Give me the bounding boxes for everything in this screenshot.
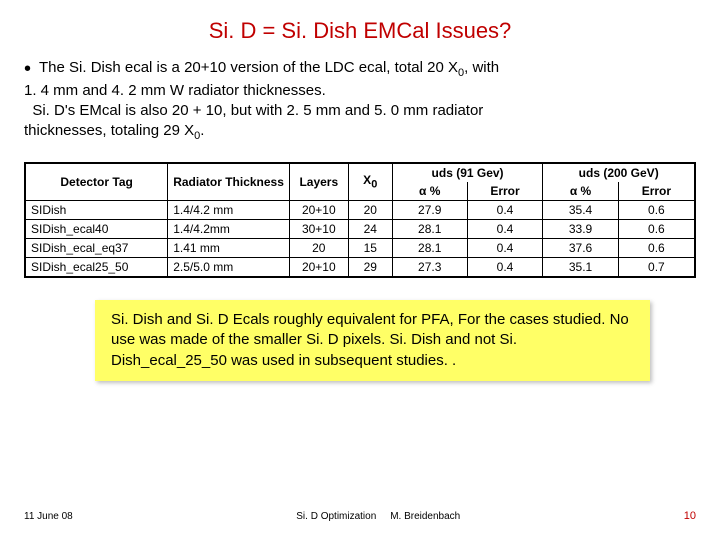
- body-line3: Si. D's EMcal is also 20 + 10, but with …: [24, 101, 696, 121]
- body-line4-suffix: .: [200, 122, 204, 139]
- table-cell: 35.1: [543, 258, 618, 277]
- data-table: Detector Tag Radiator Thickness Layers X…: [25, 163, 695, 277]
- table-cell: 0.4: [467, 201, 543, 220]
- body-line1: The Si. Dish ecal is a 20+10 version of …: [39, 58, 499, 81]
- table-cell: 0.4: [467, 239, 543, 258]
- th-layers: Layers: [289, 164, 348, 201]
- table-cell: 33.9: [543, 220, 618, 239]
- table-cell: 0.4: [467, 258, 543, 277]
- th-radiator: Radiator Thickness: [168, 164, 290, 201]
- footer-center-a: Si. D Optimization: [296, 511, 376, 522]
- table-cell: 28.1: [392, 239, 467, 258]
- table-cell: 27.9: [392, 201, 467, 220]
- body-text: • The Si. Dish ecal is a 20+10 version o…: [0, 58, 720, 144]
- table-cell: 15: [348, 239, 392, 258]
- footer-center-b: M. Breidenbach: [390, 511, 460, 522]
- table-cell: 20+10: [289, 258, 348, 277]
- table-cell: 2.5/5.0 mm: [168, 258, 290, 277]
- table-cell: 29: [348, 258, 392, 277]
- table-cell: 28.1: [392, 220, 467, 239]
- th-error1: Error: [467, 182, 543, 201]
- body-line2: 1. 4 mm and 4. 2 mm W radiator thickness…: [24, 81, 696, 101]
- table-cell: SIDish_ecal25_50: [26, 258, 168, 277]
- body-line1-suffix: , with: [464, 59, 499, 76]
- table-cell: 20: [348, 201, 392, 220]
- table-cell: 0.7: [618, 258, 694, 277]
- highlight-box: Si. Dish and Si. D Ecals roughly equival…: [95, 300, 650, 381]
- table-cell: SIDish_ecal_eq37: [26, 239, 168, 258]
- table-cell: 0.6: [618, 239, 694, 258]
- footer-page-number: 10: [684, 510, 696, 522]
- table-cell: 30+10: [289, 220, 348, 239]
- table-cell: 1.4/4.2mm: [168, 220, 290, 239]
- table-cell: 0.6: [618, 220, 694, 239]
- table-cell: 20+10: [289, 201, 348, 220]
- table-cell: 37.6: [543, 239, 618, 258]
- slide-title: Si. D = Si. Dish EMCal Issues?: [0, 0, 720, 58]
- table-cell: 24: [348, 220, 392, 239]
- th-error2: Error: [618, 182, 694, 201]
- table-cell: 0.6: [618, 201, 694, 220]
- th-alpha2: α %: [543, 182, 618, 201]
- th-uds200: uds (200 GeV): [543, 164, 695, 183]
- body-line1-prefix: The Si. Dish ecal is a 20+10 version of …: [39, 59, 458, 76]
- table-row: SIDish_ecal_eq371.41 mm201528.10.437.60.…: [26, 239, 695, 258]
- body-line4-prefix: thicknesses, totaling 29 X: [24, 122, 194, 139]
- table-row: SIDish_ecal25_502.5/5.0 mm20+102927.30.4…: [26, 258, 695, 277]
- th-uds91: uds (91 Gev): [392, 164, 543, 183]
- footer: 11 June 08 Si. D Optimization M. Breiden…: [0, 510, 720, 522]
- table-cell: 20: [289, 239, 348, 258]
- th-detector: Detector Tag: [26, 164, 168, 201]
- table-cell: 1.41 mm: [168, 239, 290, 258]
- table-cell: 27.3: [392, 258, 467, 277]
- footer-center: Si. D Optimization M. Breidenbach: [73, 511, 684, 522]
- table-cell: 1.4/4.2 mm: [168, 201, 290, 220]
- data-table-wrap: Detector Tag Radiator Thickness Layers X…: [24, 162, 696, 278]
- table-cell: SIDish_ecal40: [26, 220, 168, 239]
- body-line4: thicknesses, totaling 29 X0.: [24, 121, 696, 144]
- table-cell: 0.4: [467, 220, 543, 239]
- table-cell: SIDish: [26, 201, 168, 220]
- footer-date: 11 June 08: [24, 511, 73, 522]
- th-x0: X0: [348, 164, 392, 201]
- table-row: SIDish1.4/4.2 mm20+102027.90.435.40.6: [26, 201, 695, 220]
- table-cell: 35.4: [543, 201, 618, 220]
- th-alpha1: α %: [392, 182, 467, 201]
- bullet-icon: •: [24, 58, 31, 80]
- table-row: SIDish_ecal401.4/4.2mm30+102428.10.433.9…: [26, 220, 695, 239]
- highlight-text: Si. Dish and Si. D Ecals roughly equival…: [111, 311, 629, 369]
